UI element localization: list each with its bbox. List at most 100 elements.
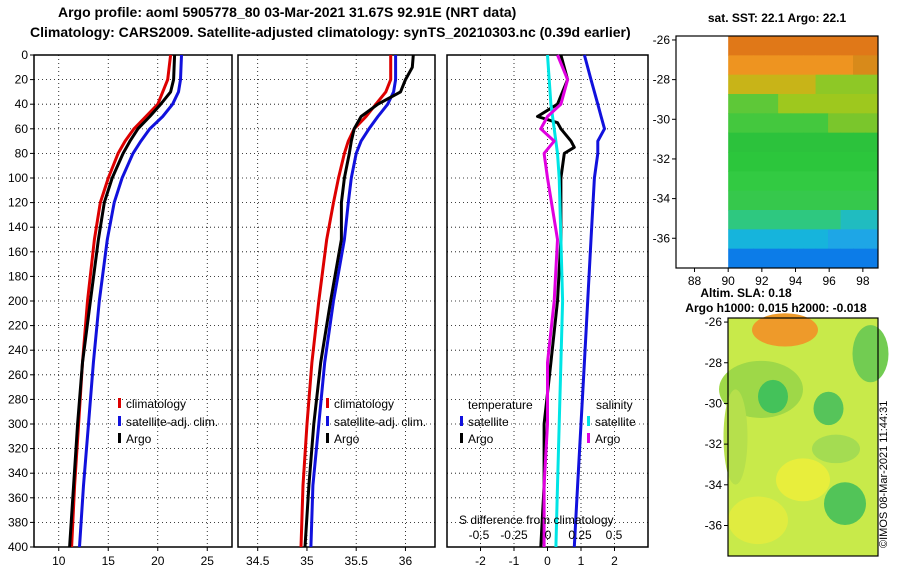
map-frame bbox=[727, 317, 879, 557]
heatmap-cell bbox=[865, 74, 879, 95]
heatmap-cell bbox=[740, 74, 754, 95]
legend-title-salinity: salinity bbox=[596, 398, 633, 412]
legend-swatch bbox=[587, 416, 590, 426]
heatmap-cell bbox=[740, 248, 754, 269]
heatmap-cell bbox=[828, 36, 842, 56]
y-tick-label: 400 bbox=[8, 540, 28, 554]
heatmap-cell bbox=[740, 190, 754, 211]
heatmap-cell bbox=[778, 132, 792, 153]
y-tick-label: -32 bbox=[705, 437, 723, 451]
heatmap-cell bbox=[840, 74, 854, 95]
heatmap-cell bbox=[803, 210, 817, 230]
x-tick-label: 25 bbox=[201, 554, 215, 568]
heatmap-cell bbox=[828, 171, 842, 192]
x-tick-label: 98 bbox=[856, 274, 870, 288]
heatmap-cell bbox=[865, 113, 879, 134]
map-title: sat. SST: 22.1 Argo: 22.1 bbox=[708, 11, 847, 25]
heatmap-cell bbox=[753, 55, 767, 76]
legend-swatch bbox=[460, 416, 463, 426]
heatmap-cell bbox=[853, 229, 867, 250]
y-tick-label: 60 bbox=[15, 122, 29, 136]
heatmap-cell bbox=[815, 210, 829, 230]
y-tick-label: 320 bbox=[8, 442, 28, 456]
legend-swatch bbox=[587, 433, 590, 443]
legend-label: Argo bbox=[334, 432, 360, 446]
legend-label: Argo bbox=[595, 432, 621, 446]
series-line-satellite-adj-clim- bbox=[78, 54, 183, 548]
heatmap-cell bbox=[753, 74, 767, 95]
x-tick-label: 88 bbox=[688, 274, 702, 288]
heatmap-cell bbox=[753, 210, 767, 230]
heatmap-cell bbox=[865, 36, 879, 56]
x-tick-label: 94 bbox=[789, 274, 803, 288]
heatmap-cell bbox=[815, 113, 829, 134]
y-tick-label: 340 bbox=[8, 466, 28, 480]
series-line-salinity-satellite bbox=[546, 54, 565, 548]
heatmap-cell bbox=[790, 74, 804, 95]
y-tick-label: 0 bbox=[21, 48, 28, 62]
heatmap-cell bbox=[803, 113, 817, 134]
sst-map-panel: -26 -28 -30 -32 -34 -36 88 90 92 94 96 98 sat. SST: … bbox=[653, 11, 879, 288]
heatmap-cell bbox=[728, 210, 742, 230]
heatmap-cell bbox=[803, 55, 817, 76]
y-tick-label: -28 bbox=[705, 356, 723, 370]
salinity-scale-tick: 0.5 bbox=[606, 528, 623, 542]
heatmap-cell bbox=[865, 229, 879, 250]
heatmap-cell bbox=[828, 248, 842, 269]
temperature-panel: 10 15 20 25 0 20 40 60 80 100 120 140 160 180 200 220 24… bbox=[8, 48, 233, 568]
sla-anomaly-blob bbox=[752, 313, 818, 347]
heatmap-cell bbox=[728, 248, 742, 269]
salinity-scale-label: S difference from climatology bbox=[459, 513, 614, 527]
heatmap-cell bbox=[828, 190, 842, 211]
y-tick-label: 360 bbox=[8, 491, 28, 505]
heatmap-cell bbox=[803, 229, 817, 250]
heatmap-cell bbox=[840, 55, 854, 76]
heatmap-cell bbox=[828, 74, 842, 95]
series-line-argo bbox=[68, 54, 177, 548]
legend-swatch bbox=[326, 398, 329, 408]
heatmap-cell bbox=[840, 152, 854, 172]
heatmap-cell bbox=[865, 210, 879, 230]
heatmap-cell bbox=[740, 113, 754, 134]
heatmap-cell bbox=[828, 55, 842, 76]
heatmap-cell bbox=[728, 36, 742, 56]
heatmap-cell bbox=[790, 171, 804, 192]
heatmap-cell bbox=[865, 248, 879, 269]
salinity-scale-tick: -0.5 bbox=[469, 528, 490, 542]
heatmap-cell bbox=[765, 229, 779, 250]
heatmap-cell bbox=[815, 94, 829, 114]
y-tick-label: -36 bbox=[705, 518, 723, 532]
y-tick-label: 220 bbox=[8, 319, 28, 333]
heatmap-cell bbox=[865, 190, 879, 211]
heatmap-cell bbox=[840, 210, 854, 230]
sla-anomaly-blob bbox=[852, 325, 889, 383]
heatmap-cell bbox=[828, 229, 842, 250]
x-tick-label: 10 bbox=[52, 554, 66, 568]
heatmap-cell bbox=[753, 113, 767, 134]
heatmap-cell bbox=[790, 55, 804, 76]
heatmap-cell bbox=[865, 132, 879, 153]
y-tick-label: -26 bbox=[705, 315, 723, 329]
heatmap-cell bbox=[740, 94, 754, 114]
legend-label: Argo bbox=[468, 432, 494, 446]
heatmap-cell bbox=[778, 74, 792, 95]
legend-label: satellite bbox=[468, 415, 509, 429]
x-tick-label: 96 bbox=[823, 274, 837, 288]
heatmap-cell bbox=[728, 132, 742, 153]
heatmap-cell bbox=[753, 229, 767, 250]
heatmap-cell bbox=[828, 113, 842, 134]
heatmap-cell bbox=[828, 94, 842, 114]
heatmap-cell bbox=[765, 171, 779, 192]
heatmap-cell bbox=[853, 55, 867, 76]
heatmap-cell bbox=[853, 190, 867, 211]
heatmap-cell bbox=[865, 152, 879, 172]
heatmap-cell bbox=[840, 190, 854, 211]
y-tick-label: -30 bbox=[653, 112, 671, 126]
x-tick-label: 34.5 bbox=[246, 554, 270, 568]
sla-anomaly-blob bbox=[758, 379, 788, 414]
heatmap-cell bbox=[853, 152, 867, 172]
heatmap-cell bbox=[765, 94, 779, 114]
heatmap-cell bbox=[753, 152, 767, 172]
